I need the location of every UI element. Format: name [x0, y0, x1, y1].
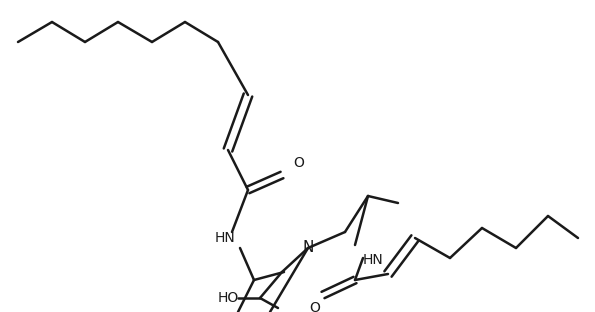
- Text: HO: HO: [217, 291, 239, 305]
- Text: HN: HN: [215, 231, 236, 245]
- Text: O: O: [309, 301, 321, 312]
- Text: HN: HN: [362, 253, 383, 267]
- Text: O: O: [293, 156, 305, 170]
- Text: N: N: [302, 241, 314, 256]
